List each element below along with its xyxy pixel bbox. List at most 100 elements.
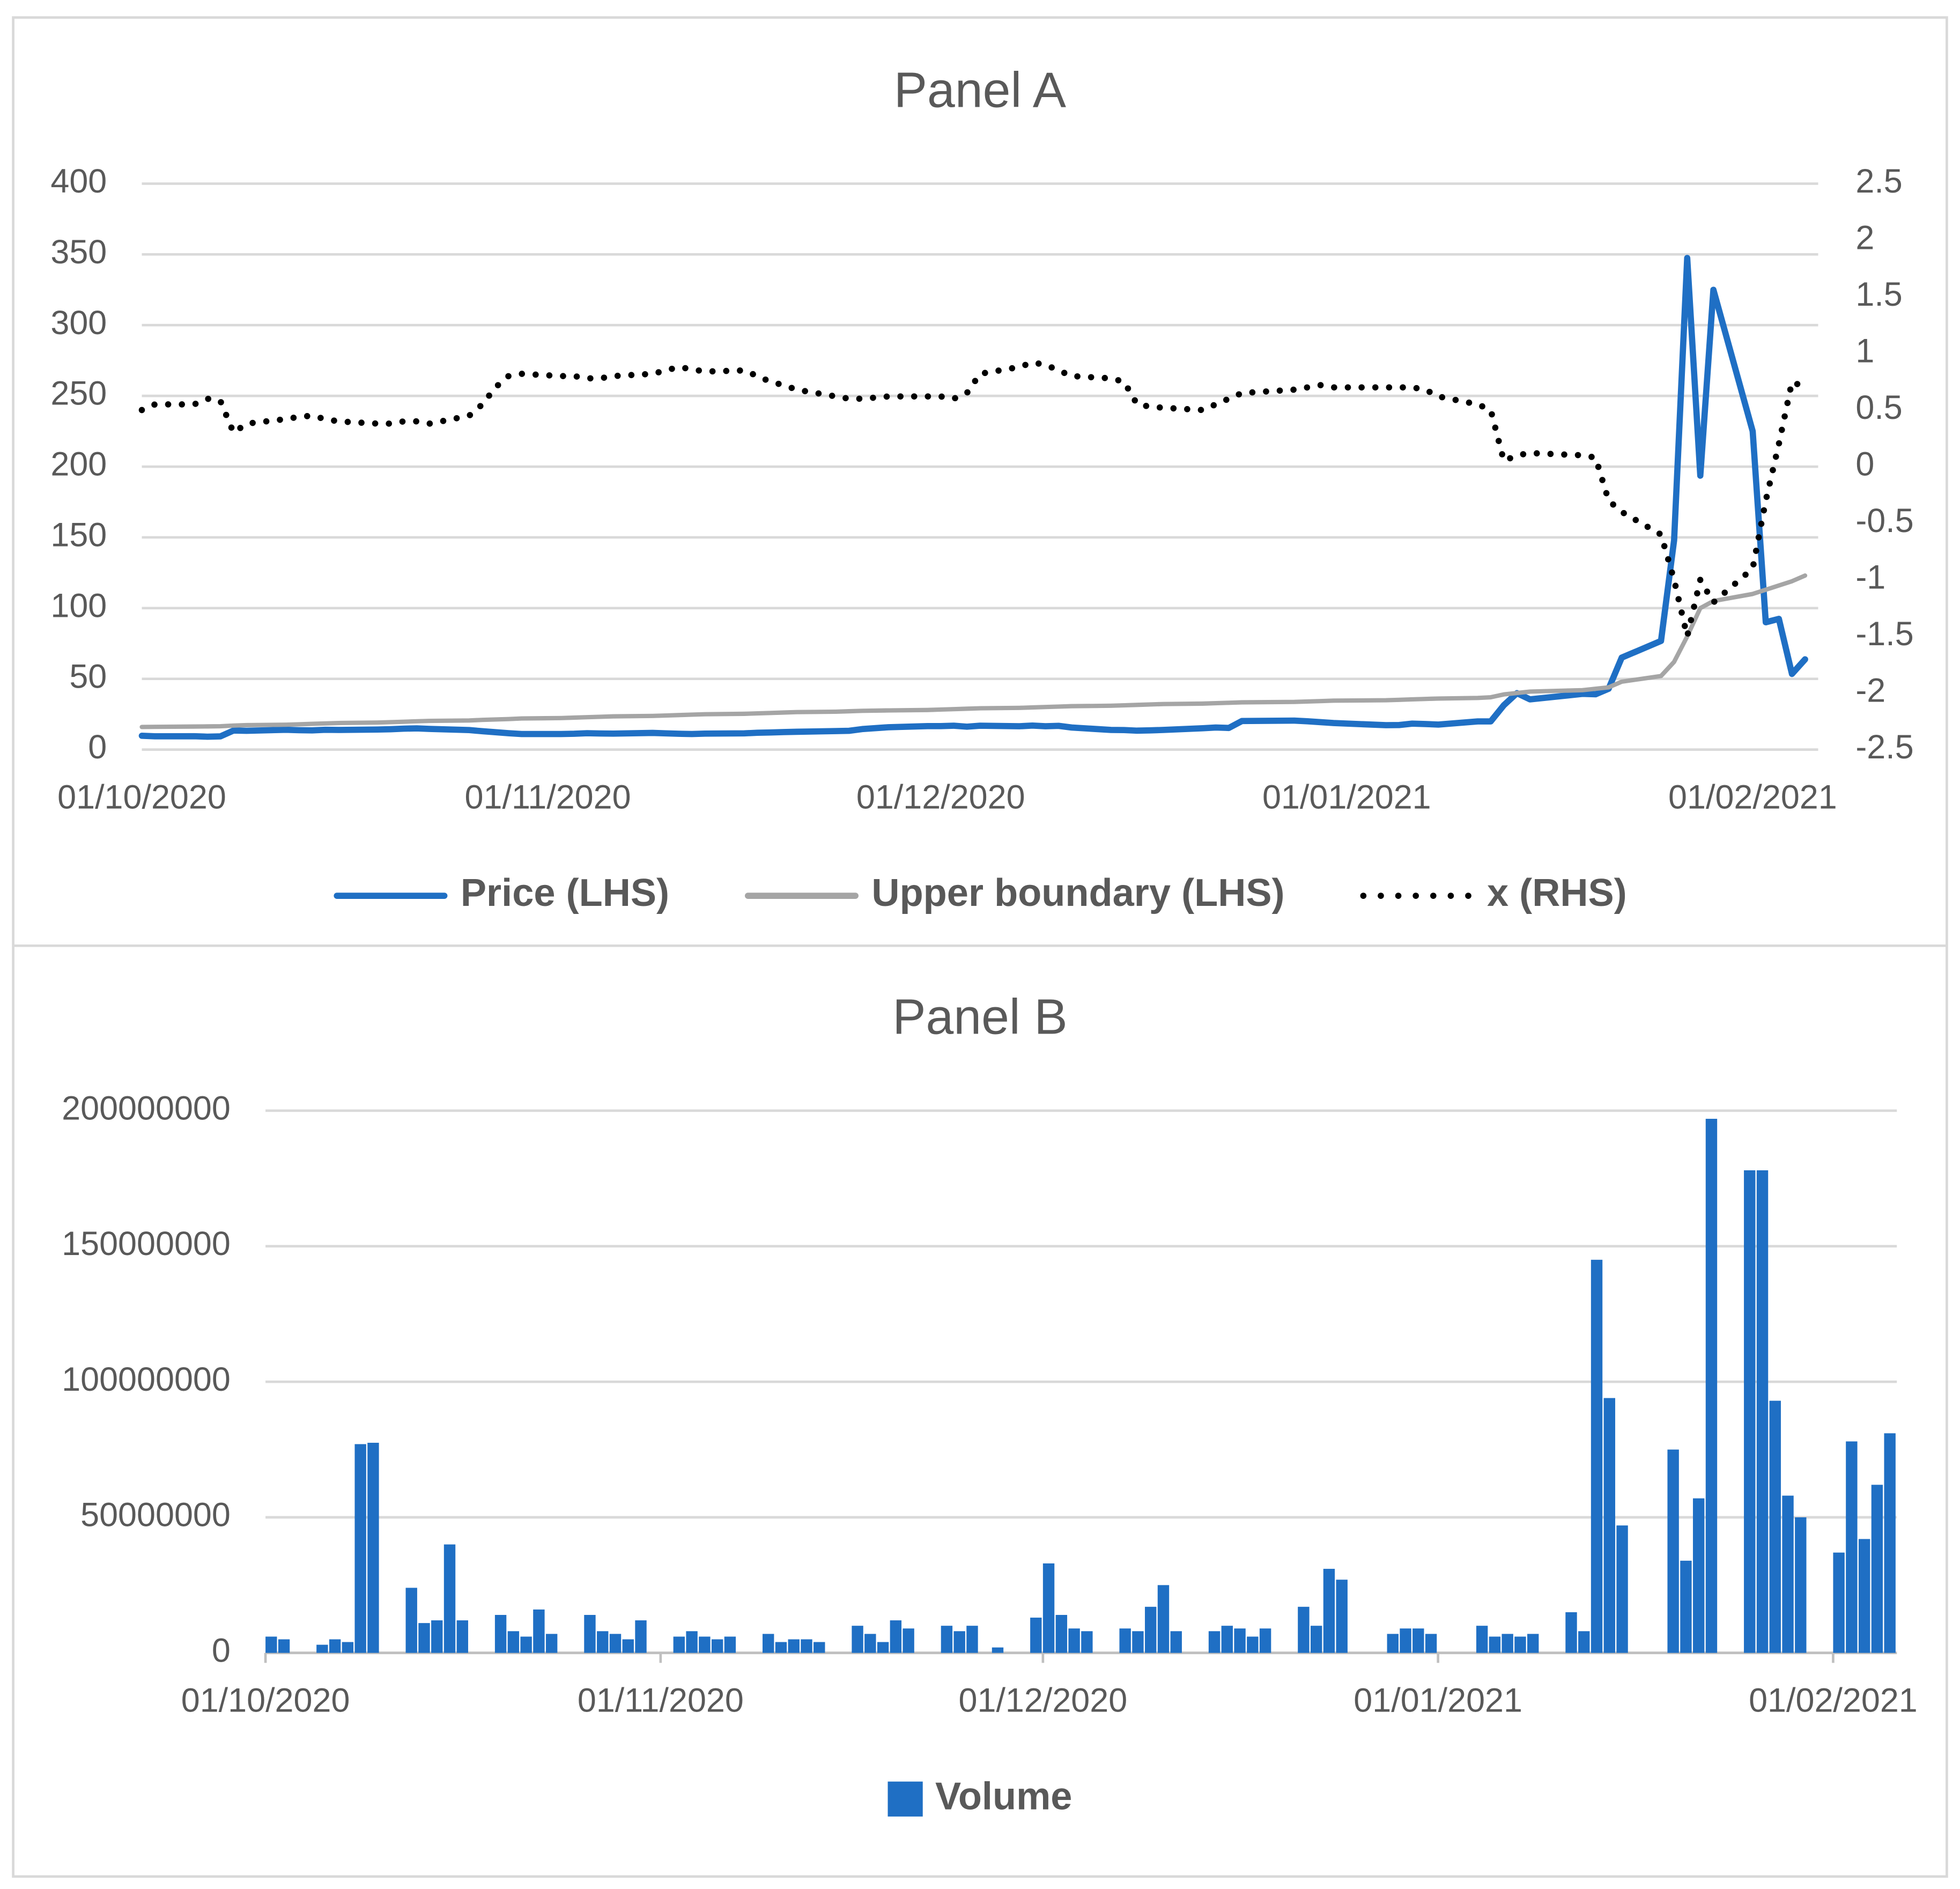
bar xyxy=(711,1639,723,1653)
bar xyxy=(966,1626,978,1653)
bar xyxy=(941,1626,953,1653)
bar xyxy=(1068,1628,1080,1653)
bar xyxy=(1756,1170,1769,1653)
y2-tick-label: -0.5 xyxy=(1855,502,1913,540)
bar xyxy=(1884,1433,1896,1653)
bar xyxy=(775,1642,787,1653)
bar xyxy=(1514,1636,1526,1653)
bar xyxy=(813,1642,825,1653)
bar xyxy=(1489,1636,1501,1653)
x-tick-label: 01/01/2021 xyxy=(1262,778,1431,816)
bar xyxy=(431,1620,443,1653)
bar xyxy=(953,1631,965,1653)
bar xyxy=(1157,1585,1170,1653)
y2-tick-label: -1 xyxy=(1855,559,1885,596)
bar xyxy=(367,1443,379,1653)
series-line xyxy=(139,573,1808,729)
bar xyxy=(1081,1631,1093,1653)
x-tick-label: 01/11/2020 xyxy=(578,1682,744,1720)
bar xyxy=(1578,1631,1590,1653)
y-tick-label: 200000000 xyxy=(62,1089,231,1127)
bar xyxy=(418,1623,430,1653)
bar xyxy=(622,1639,634,1653)
bar xyxy=(533,1609,545,1653)
y2-tick-label: 2.5 xyxy=(1855,163,1902,200)
bar xyxy=(316,1644,328,1653)
x-tick-label: 01/11/2020 xyxy=(465,778,631,816)
y-tick-label: 50000000 xyxy=(80,1496,231,1534)
bar xyxy=(1692,1498,1705,1653)
bar xyxy=(1055,1614,1068,1653)
bar xyxy=(1132,1631,1144,1653)
bar xyxy=(405,1588,417,1653)
y-tick-label: 400 xyxy=(50,163,107,200)
y-tick-label: 250 xyxy=(50,375,107,412)
y2-tick-label: 0.5 xyxy=(1855,389,1902,426)
bar xyxy=(1565,1612,1577,1653)
bar xyxy=(1858,1539,1870,1653)
y-tick-label: 300 xyxy=(50,304,107,342)
bar xyxy=(1833,1552,1845,1653)
series-line xyxy=(138,255,1808,740)
bar xyxy=(1846,1441,1858,1653)
y-tick-label: 200 xyxy=(50,446,107,483)
bar xyxy=(1221,1626,1233,1653)
bar xyxy=(609,1634,622,1653)
bar xyxy=(1769,1400,1781,1653)
bar xyxy=(584,1614,596,1653)
bar xyxy=(1030,1618,1042,1653)
bar xyxy=(1247,1636,1259,1653)
bar xyxy=(1425,1634,1437,1653)
bar xyxy=(635,1620,647,1653)
bar xyxy=(494,1614,507,1653)
legend-label: x (RHS) xyxy=(1487,872,1627,914)
bar xyxy=(329,1639,341,1653)
series-line xyxy=(138,359,1808,640)
legend-label: Upper boundary (LHS) xyxy=(871,872,1284,914)
bar xyxy=(443,1544,456,1653)
y-tick-label: 150 xyxy=(50,516,107,554)
x-tick-label: 01/10/2020 xyxy=(181,1682,350,1720)
bar xyxy=(1603,1398,1616,1653)
bar xyxy=(877,1642,889,1653)
chart-title: Panel B xyxy=(892,989,1067,1045)
x-tick-label: 01/12/2020 xyxy=(856,778,1025,816)
bar xyxy=(763,1634,774,1653)
y-tick-label: 0 xyxy=(88,728,107,766)
bar xyxy=(265,1636,277,1653)
y-tick-label: 0 xyxy=(212,1632,231,1669)
bar xyxy=(1310,1626,1322,1653)
bar xyxy=(788,1639,800,1653)
legend-swatch xyxy=(887,1781,923,1817)
bar xyxy=(1170,1631,1182,1653)
x-tick-label: 01/02/2021 xyxy=(1668,778,1837,816)
bar xyxy=(1323,1569,1335,1653)
bar xyxy=(1145,1606,1157,1653)
legend-label: Price (LHS) xyxy=(461,872,669,914)
bar xyxy=(1208,1631,1221,1653)
bar xyxy=(342,1642,354,1653)
x-tick-label: 01/02/2021 xyxy=(1749,1682,1918,1720)
bar xyxy=(864,1634,876,1653)
bar xyxy=(1680,1560,1692,1653)
bar xyxy=(1705,1118,1718,1653)
bar xyxy=(686,1631,698,1653)
bar xyxy=(699,1636,711,1653)
bar xyxy=(1336,1580,1348,1653)
y2-tick-label: 2 xyxy=(1855,219,1874,257)
y2-tick-label: -1.5 xyxy=(1855,615,1913,653)
bar xyxy=(545,1634,558,1653)
bar xyxy=(507,1631,520,1653)
y-tick-label: 350 xyxy=(50,233,107,271)
bar xyxy=(673,1636,685,1653)
bar xyxy=(354,1444,366,1653)
bar xyxy=(278,1639,290,1653)
bar xyxy=(1400,1628,1411,1653)
chart-title: Panel A xyxy=(894,62,1066,117)
bar xyxy=(456,1620,468,1653)
y-tick-label: 100000000 xyxy=(62,1361,231,1398)
bar xyxy=(1616,1525,1628,1653)
bar xyxy=(1591,1259,1603,1653)
